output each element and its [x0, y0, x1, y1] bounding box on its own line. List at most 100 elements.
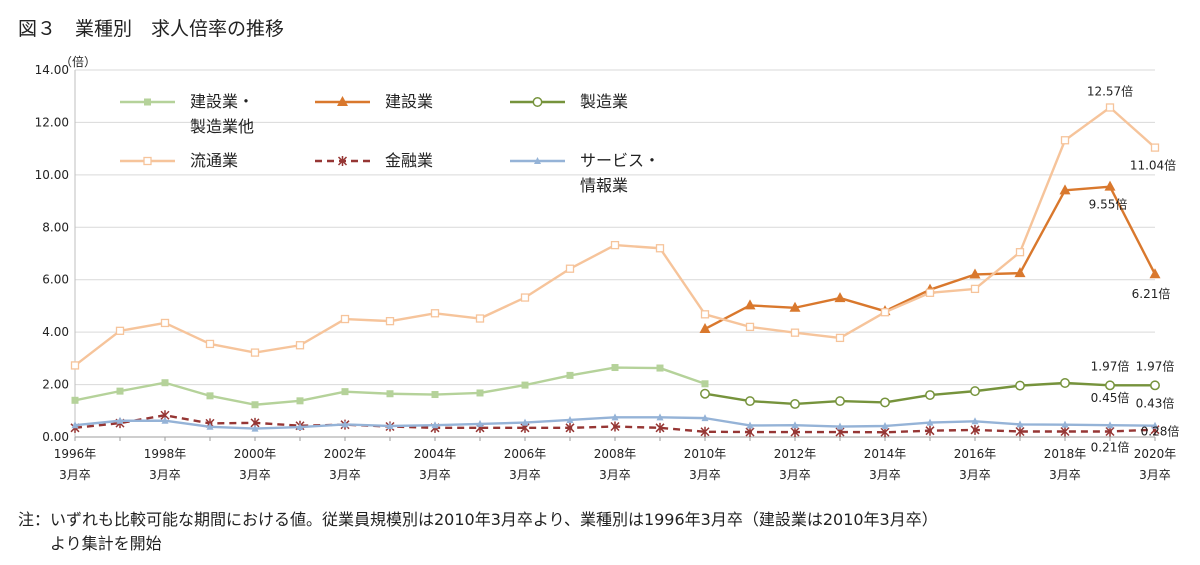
legend-item-ryutsu: 流通業: [120, 151, 238, 170]
data-point: [475, 314, 485, 323]
data-point: [880, 397, 890, 408]
data-point: [700, 426, 710, 437]
data-point: [341, 420, 349, 428]
data-point: [744, 299, 756, 310]
data-point: [790, 427, 800, 438]
series-layer: [70, 103, 1161, 438]
data-point: [655, 422, 665, 433]
data-point: [835, 333, 845, 343]
x-tick-label: 3月卒: [59, 468, 91, 482]
data-point: [161, 416, 169, 424]
data-point: [1015, 248, 1025, 257]
x-tick-label: 3月卒: [419, 468, 451, 482]
data-point: [656, 364, 664, 372]
legend-item-service: サービス・情報業: [510, 151, 660, 195]
data-point: [206, 392, 214, 400]
data-label: 9.55倍: [1089, 197, 1128, 212]
data-label: 6.21倍: [1132, 286, 1171, 301]
series-ryutsu: [70, 103, 1160, 370]
data-point: [1061, 420, 1069, 428]
data-point: [1060, 378, 1070, 388]
x-tick-label: 2004年: [414, 447, 457, 461]
data-point: [386, 390, 394, 398]
data-point: [611, 364, 619, 372]
legend-label: 金融業: [385, 151, 433, 170]
x-tick-label: 2010年: [684, 447, 727, 461]
data-point: [386, 421, 394, 429]
x-tick-label: 2000年: [234, 447, 277, 461]
data-point: [144, 98, 151, 106]
x-tick-label: 3月卒: [239, 468, 271, 482]
x-tick-label: 3月卒: [1139, 468, 1171, 482]
annotations: 12.57倍 11.04倍 9.55倍 6.21倍 1.97倍 1.97倍 0.45倍 0.4…: [1087, 83, 1180, 454]
y-tick-label: 12.00: [35, 115, 69, 129]
data-point: [116, 387, 124, 395]
legend-item-seizo: 製造業: [510, 92, 628, 111]
data-point: [251, 401, 259, 409]
data-point: [521, 418, 529, 426]
data-point: [520, 293, 530, 302]
data-point: [835, 396, 845, 407]
series-service: [71, 413, 1159, 432]
data-point: [790, 399, 800, 409]
data-point: [341, 388, 349, 396]
data-point: [745, 427, 755, 438]
data-point: [565, 264, 575, 273]
data-point: [700, 388, 710, 399]
data-point: [745, 322, 755, 332]
data-point: [534, 157, 541, 164]
x-tick-label: 1996年: [54, 447, 97, 461]
y-tick-label: 14.00: [35, 63, 69, 77]
data-point: [1016, 420, 1024, 428]
data-label: 0.21倍: [1091, 439, 1130, 454]
data-point: [655, 244, 665, 253]
data-point: [476, 389, 484, 397]
data-point: [1105, 380, 1115, 391]
data-point: [970, 284, 980, 294]
data-label: 0.45倍: [1091, 390, 1130, 405]
y-tick-label: 0.00: [42, 430, 69, 444]
series-line: [704, 185, 1157, 331]
legend-label: 建設業: [385, 92, 433, 111]
data-point: [71, 421, 79, 429]
data-point: [746, 421, 754, 429]
x-tick-label: 3月卒: [779, 468, 811, 482]
x-tick-label: 3月卒: [149, 468, 181, 482]
legend-label: 建設業・: [190, 92, 254, 111]
y-tick-label: 8.00: [42, 220, 69, 234]
data-point: [1106, 421, 1114, 429]
x-tick-label: 2020年: [1134, 447, 1177, 461]
legend-label: 流通業: [190, 151, 238, 170]
data-point: [1059, 184, 1071, 195]
footnote-line-2: より集計を開始: [18, 534, 162, 553]
legend-label: 製造業他: [190, 117, 254, 136]
data-point: [431, 421, 439, 429]
data-point: [385, 316, 395, 326]
data-point: [566, 415, 574, 423]
data-point: [1104, 180, 1116, 191]
data-point: [566, 371, 574, 379]
x-tick-label: 2008年: [594, 447, 637, 461]
data-point: [70, 361, 80, 370]
data-point: [656, 413, 664, 421]
data-point: [205, 339, 215, 349]
data-point: [251, 424, 259, 432]
data-point: [610, 240, 620, 250]
line-chart: 0.00 2.00 4.00 6.00 8.00 10.00 12.00 14.00 1996年…: [35, 54, 1180, 482]
data-point: [337, 96, 348, 106]
data-point: [1149, 268, 1161, 279]
data-point: [296, 397, 304, 405]
data-point: [925, 288, 935, 297]
data-point: [296, 423, 304, 431]
footnote-line-1: 注：いずれも比較可能な期間における値。従業員規模別は2010年3月卒より、業種別…: [18, 510, 938, 529]
y-tick-label: 6.00: [42, 273, 69, 287]
data-point: [881, 421, 889, 429]
y-tick-label: 10.00: [35, 168, 69, 182]
data-point: [610, 421, 620, 432]
x-tick-label: 3月卒: [1049, 468, 1081, 482]
series-line: [74, 106, 1156, 367]
series-kensetsu-seizo: [71, 364, 709, 409]
data-point: [250, 348, 260, 357]
x-tick-label: 2018年: [1044, 447, 1087, 461]
